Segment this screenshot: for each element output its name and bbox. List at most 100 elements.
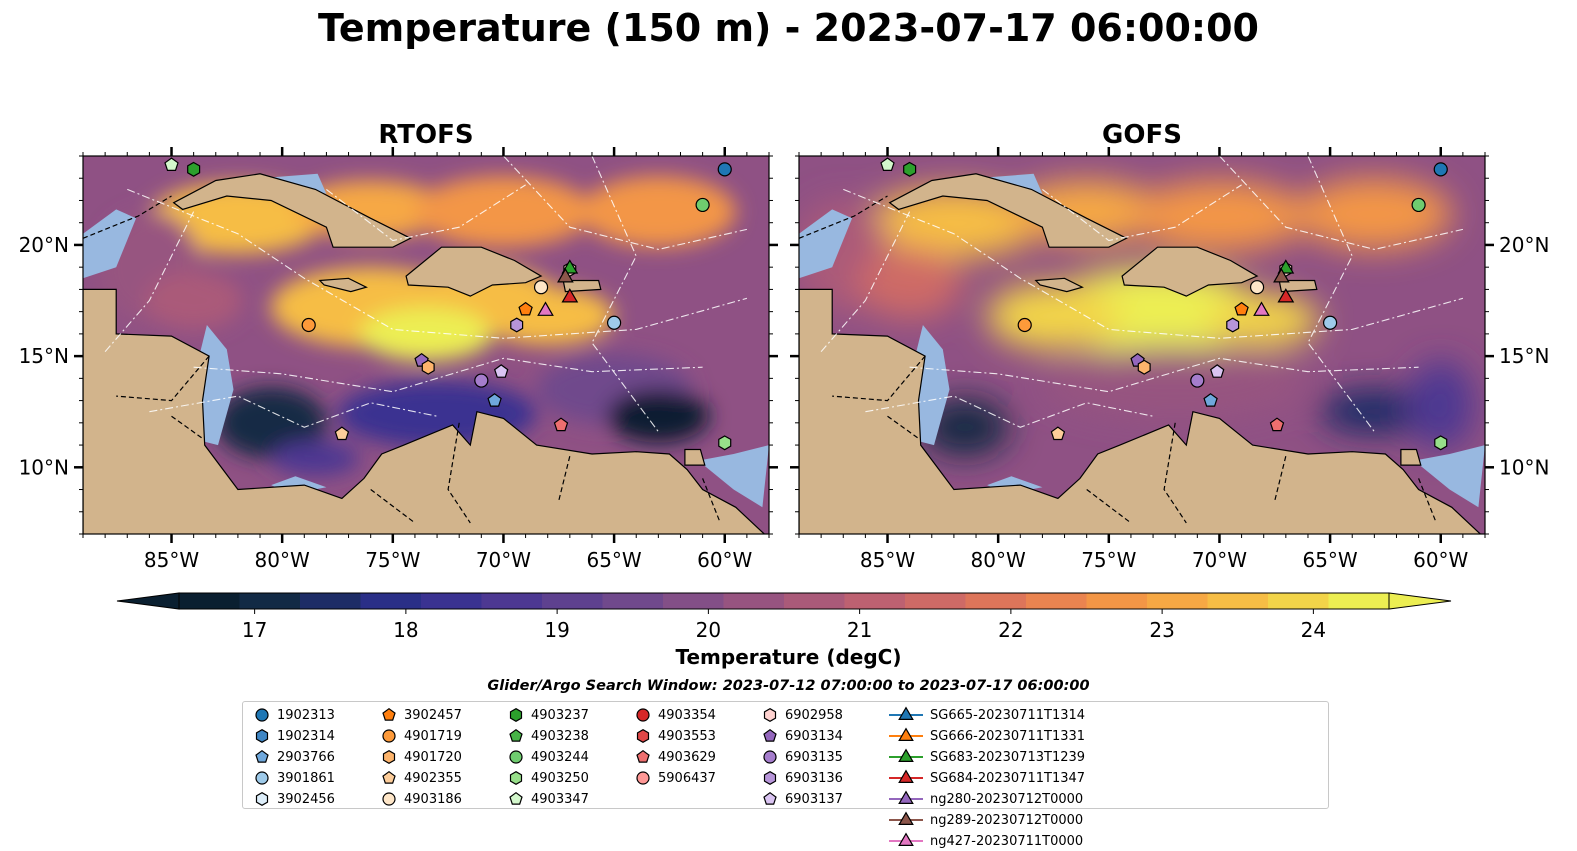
legend-marker [382, 729, 396, 743]
map-frame [798, 155, 1486, 535]
legend-item-label: SG665-20230711T1314 [930, 707, 1086, 723]
eez-boundary [326, 184, 526, 242]
legend-marker [382, 770, 396, 784]
legend-marker [509, 728, 523, 742]
legend-item-label: ng289-20230712T0000 [930, 812, 1084, 828]
hexagon-marker-icon [255, 729, 269, 743]
legend-marker [255, 729, 269, 743]
legend-marker [898, 748, 914, 762]
legend-item-label: 4903354 [658, 707, 716, 723]
legend-item-label: 3901861 [277, 770, 335, 786]
colorbar-swatch [1328, 593, 1390, 609]
colorbar-label: Temperature (degC) [675, 645, 902, 669]
lon-tick-label: 75°W [1081, 548, 1136, 572]
hexagon-marker-icon [763, 771, 777, 785]
obs-marker [1017, 317, 1032, 333]
circle-marker-icon [382, 729, 396, 743]
temperature-patch [1319, 389, 1430, 434]
obs-marker [557, 267, 574, 283]
obs-marker [1277, 288, 1295, 303]
obs-marker [1273, 267, 1290, 283]
obs-marker [1249, 280, 1265, 295]
land-mass [684, 448, 706, 466]
legend-marker [898, 727, 914, 741]
legend: 1902313 1902314 2903766 3901861 3902456 39024… [242, 701, 1329, 849]
circle-marker-icon [382, 792, 396, 806]
legend-item-label: 3902457 [404, 707, 462, 723]
obs-marker [1269, 417, 1285, 432]
legend-item-label: 6903135 [785, 749, 843, 765]
temperature-patch [1407, 360, 1474, 450]
legend-item-label: 6902958 [785, 707, 843, 723]
colorbar-swatch [300, 593, 362, 609]
obs-marker [518, 301, 533, 316]
hexagon-marker-icon [509, 771, 523, 785]
legend-item-label: 4903553 [658, 728, 716, 744]
legend-item: ng280-20230712T0000 [888, 789, 1083, 809]
legend-item: 3902456 [253, 789, 335, 809]
colorbar-swatch [481, 593, 543, 609]
legend-marker [636, 749, 650, 763]
obs-marker [606, 315, 622, 330]
lon-tick-label: 85°W [860, 548, 915, 572]
temperature-patch [987, 282, 1120, 350]
legend-marker [382, 792, 396, 806]
obs-marker [421, 359, 435, 375]
lon-tick-label: 65°W [586, 548, 641, 572]
legend-item: 6903134 [761, 726, 843, 746]
legend-marker [898, 832, 914, 846]
temperature-patch [414, 176, 592, 248]
colorbar-tick-label: 17 [241, 618, 268, 642]
legend-item: 4903237 [507, 705, 589, 725]
legend-marker [763, 791, 777, 805]
eez-boundary [104, 211, 195, 353]
temperature-patch [1130, 180, 1308, 252]
temperature-patch [580, 176, 736, 248]
obs-marker [510, 317, 524, 333]
obs-marker [1209, 364, 1225, 378]
colorbar-swatch [239, 593, 301, 609]
legend-item-label: ng427-20230711T0000 [930, 833, 1084, 849]
circle-marker-icon [255, 708, 269, 722]
legend-item-label: 1902314 [277, 728, 335, 744]
colorbar-swatch [905, 593, 967, 609]
border-line [887, 415, 919, 439]
border-line [1086, 489, 1132, 524]
colorbar-tick-label: 19 [544, 618, 570, 642]
obs-marker [537, 301, 554, 316]
lon-tick-label: 60°W [1413, 548, 1468, 572]
legend-marker [509, 708, 523, 722]
legend-item: ng427-20230711T0000 [888, 831, 1083, 851]
colorbar-swatch [723, 593, 785, 609]
colorbar-swatch [542, 593, 604, 609]
obs-marker [880, 157, 895, 171]
circle-marker-icon [763, 750, 777, 764]
legend-item: 4903553 [634, 726, 716, 746]
colorbar-swatch [965, 593, 1027, 609]
temperature-patch [359, 307, 493, 361]
legend-item: 2903766 [253, 747, 335, 767]
eez-boundary [591, 156, 659, 433]
hexagon-marker-icon [382, 750, 396, 764]
legend-item-label: 4901720 [404, 749, 462, 765]
pentagon-marker-icon [509, 728, 523, 742]
hexagon-marker-icon [763, 708, 777, 722]
figure-title: Temperature (150 m) - 2023-07-17 06:00:0… [317, 6, 1259, 50]
colorbar-tick-label: 18 [393, 618, 419, 642]
land-mass [799, 288, 1482, 534]
obs-marker [903, 161, 917, 177]
lat-tick-label: 10°N [1499, 455, 1549, 479]
shelf-area [698, 445, 769, 508]
legend-item-label: 4903250 [531, 770, 589, 786]
legend-marker [509, 750, 523, 764]
border-line [370, 489, 416, 524]
colorbar [116, 592, 1452, 614]
eez-boundary [1219, 156, 1464, 250]
legend-item: SG666-20230711T1331 [888, 726, 1085, 746]
legend-item: ng289-20230712T0000 [888, 810, 1083, 830]
land-mass [1121, 246, 1259, 297]
legend-item-label: 6903137 [785, 791, 843, 807]
eez-boundary [149, 395, 438, 428]
land-mass [1278, 279, 1318, 293]
legend-marker [898, 769, 914, 783]
